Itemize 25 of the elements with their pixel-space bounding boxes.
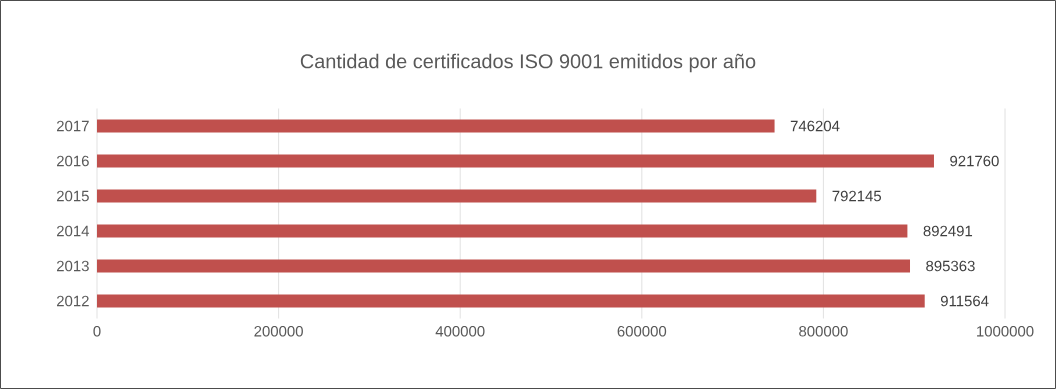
data-label: 746204 xyxy=(790,120,840,132)
data-label: 911564 xyxy=(940,295,989,307)
x-tick-label: 600000 xyxy=(617,326,667,337)
x-tick-label: 200000 xyxy=(254,326,303,337)
x-tick-label: 1000000 xyxy=(977,326,1034,337)
y-tick-label: 2016 xyxy=(56,155,89,167)
data-label: 921760 xyxy=(950,155,999,167)
x-tick-label: 0 xyxy=(93,326,101,337)
x-tick-label: 800000 xyxy=(799,326,848,337)
y-tick-label: 2014 xyxy=(56,225,90,237)
bar xyxy=(97,259,911,273)
y-tick-label: 2015 xyxy=(56,190,89,202)
y-tick-label: 2013 xyxy=(56,260,89,272)
bar xyxy=(97,294,925,308)
data-label: 792145 xyxy=(832,190,882,202)
bar xyxy=(97,189,817,203)
bar xyxy=(97,119,775,133)
bar xyxy=(97,224,908,238)
y-tick-label: 2012 xyxy=(56,295,89,307)
data-label: 895363 xyxy=(926,260,975,272)
bar xyxy=(97,154,934,168)
x-tick-label: 400000 xyxy=(435,326,485,337)
chart-title: Cantidad de certificados ISO 9001 emitidos por año xyxy=(300,53,756,73)
data-label: 892491 xyxy=(923,225,973,237)
y-tick-label: 2017 xyxy=(56,120,89,132)
